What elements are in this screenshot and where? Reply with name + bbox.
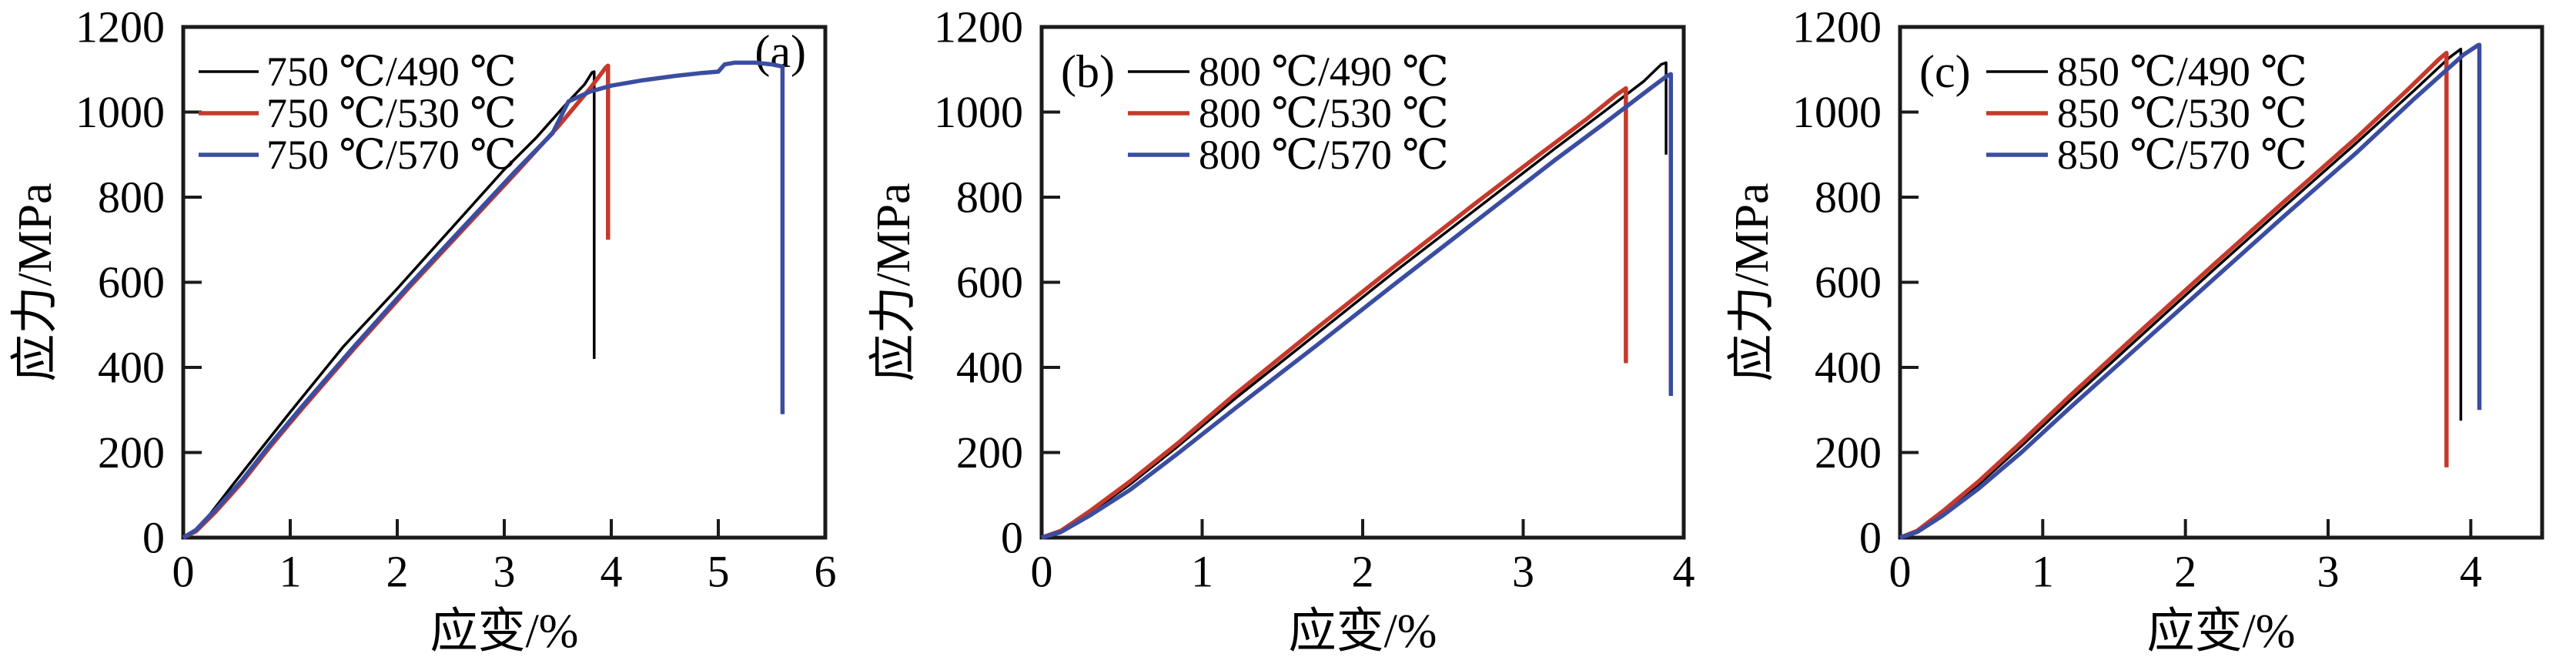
y-tick-label: 200 (1815, 427, 1882, 478)
y-axis-title: 应力/MPa (868, 183, 920, 381)
y-tick-label: 0 (1001, 513, 1023, 563)
x-tick-label: 4 (1673, 547, 1695, 597)
panel-b: 0 200 400 600 800 1000 1200 0 1 2 3 4 应力/MPa 应变/% (b) 8… (858, 0, 1717, 667)
y-tick-label: 200 (98, 427, 165, 478)
x-tick-label: 2 (386, 547, 409, 597)
y-tick-label: 800 (98, 173, 165, 223)
legend-item: 800 ℃/490 ℃ (1128, 49, 1449, 95)
y-tick-label: 400 (956, 343, 1023, 393)
y-tick-label: 0 (1859, 513, 1882, 563)
series-750-570 (182, 60, 785, 540)
legend-label: 800 ℃/490 ℃ (1199, 49, 1449, 95)
y-tick-label: 600 (1815, 257, 1882, 307)
x-axis-title: 应变/% (2147, 605, 2296, 658)
y-tick-label: 0 (142, 513, 165, 563)
x-tick-label: 1 (1191, 547, 1213, 597)
panel-b-chart: 0 200 400 600 800 1000 1200 0 1 2 3 4 应力/MPa 应变/% (b) 8… (868, 2, 1695, 659)
x-tick-label: 3 (2317, 547, 2340, 597)
x-axis-title: 应变/% (430, 605, 579, 658)
x-tick-label: 0 (1889, 547, 1912, 597)
x-tick-label: 2 (1352, 547, 1374, 597)
panel-c-chart: 0 200 400 600 800 1000 1200 0 1 2 3 4 应力/MPa 应变/% (c) 8… (1726, 2, 2544, 658)
x-tick-label: 5 (708, 547, 730, 597)
y-tick-label: 1200 (934, 2, 1023, 52)
legend-item: 750 ℃/490 ℃ (199, 49, 517, 95)
series-750-490 (182, 70, 596, 539)
series-850-570 (1899, 42, 2482, 540)
x-tick-label: 3 (493, 547, 516, 597)
y-tick-label: 1000 (1792, 87, 1882, 137)
x-tick-label: 1 (2032, 547, 2054, 597)
series-800-530 (1041, 85, 1628, 540)
legend-item: 850 ℃/490 ℃ (1986, 49, 2307, 95)
x-tick-label: 4 (601, 547, 623, 597)
panel-c: 0 200 400 600 800 1000 1200 0 1 2 3 4 应力/MPa 应变/% (c) 8… (1717, 0, 2575, 667)
x-tick-label: 4 (2460, 547, 2482, 597)
panel-label: (c) (1919, 46, 1971, 97)
y-tick-label: 600 (956, 257, 1023, 307)
legend-label: 800 ℃/570 ℃ (1199, 132, 1449, 178)
legend-item: 800 ℃/570 ℃ (1128, 132, 1449, 178)
x-tick-label: 1 (279, 547, 302, 597)
y-tick-label: 400 (98, 343, 165, 393)
x-tick-label: 6 (815, 547, 837, 597)
legend-label: 850 ℃/570 ℃ (2057, 132, 2307, 178)
series-850-530 (1899, 50, 2449, 540)
y-tick-label: 1200 (1792, 2, 1882, 52)
y-axis-title: 应力/MPa (1726, 183, 1778, 381)
x-tick-label: 3 (1512, 547, 1534, 597)
x-tick-label: 0 (1031, 547, 1053, 597)
y-tick-label: 400 (1815, 343, 1882, 393)
panel-label: (b) (1061, 46, 1115, 97)
legend-item: 800 ℃/530 ℃ (1128, 90, 1449, 136)
legend-label: 850 ℃/530 ℃ (2057, 90, 2307, 136)
x-axis-title: 应变/% (1289, 605, 1437, 658)
legend-item: 850 ℃/530 ℃ (1986, 90, 2307, 136)
y-tick-label: 1000 (75, 87, 165, 137)
legend-label: 750 ℃/530 ℃ (266, 90, 517, 136)
series-800-570 (1041, 72, 1674, 540)
y-tick-label: 1200 (75, 2, 165, 52)
legend-label: 850 ℃/490 ℃ (2057, 49, 2307, 95)
y-tick-label: 800 (1815, 173, 1882, 223)
legend-label: 750 ℃/490 ℃ (266, 49, 517, 95)
legend-label: 800 ℃/530 ℃ (1199, 90, 1449, 136)
y-axis-title: 应力/MPa (9, 183, 62, 381)
y-tick-label: 800 (956, 173, 1023, 223)
x-tick-label: 2 (2174, 547, 2196, 597)
legend-item: 850 ℃/570 ℃ (1986, 132, 2307, 178)
panel-a: 0 200 400 600 800 1000 1200 0 1 2 3 4 5 6 应力/MPa 应变/% (a… (0, 0, 858, 667)
x-tick-label: 0 (172, 547, 195, 597)
y-tick-label: 200 (956, 427, 1023, 478)
legend-item: 750 ℃/570 ℃ (199, 132, 517, 178)
legend-item: 750 ℃/530 ℃ (199, 90, 517, 136)
y-tick-label: 1000 (934, 87, 1023, 137)
legend-label: 750 ℃/570 ℃ (266, 132, 517, 178)
y-tick-label: 600 (98, 257, 165, 307)
